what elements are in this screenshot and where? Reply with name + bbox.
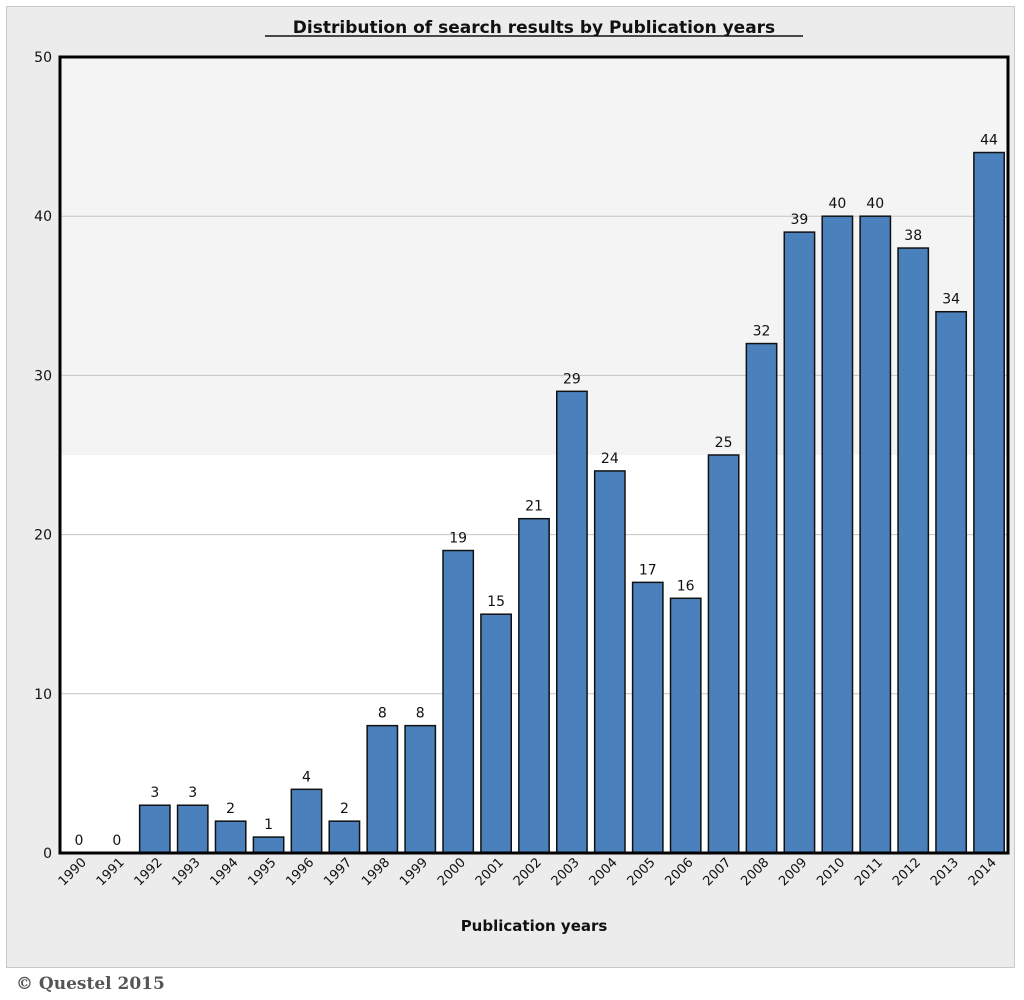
x-tick-label-2002: 2002	[511, 855, 545, 889]
bar-1995	[252, 836, 285, 854]
plot-border	[58, 55, 1010, 855]
bar-1996	[290, 788, 323, 854]
data-label-2008: 32	[753, 324, 771, 340]
bar-1998	[366, 724, 399, 854]
x-tick-label-1991: 1991	[94, 855, 128, 889]
bar-2003	[556, 390, 588, 854]
x-tick-label-2012: 2012	[890, 855, 924, 889]
data-label-2010: 40	[828, 196, 846, 212]
x-tick-label-2007: 2007	[700, 855, 734, 889]
bar-2009	[783, 231, 816, 854]
data-label-1999: 8	[416, 706, 425, 722]
data-label-2009: 39	[791, 212, 809, 228]
data-label-2014: 44	[980, 133, 998, 149]
data-label-2001: 15	[487, 594, 505, 610]
x-tick-label-2010: 2010	[814, 855, 848, 889]
data-label-2013: 34	[942, 292, 960, 308]
bar-2005	[631, 581, 664, 854]
x-tick-label-2000: 2000	[435, 855, 469, 889]
data-label-2005: 17	[639, 562, 657, 578]
data-label-1994: 2	[226, 801, 235, 817]
bar-1997	[328, 820, 361, 854]
bar-2000	[442, 549, 475, 854]
data-label-2011: 40	[866, 196, 884, 212]
x-tick-label-2014: 2014	[966, 855, 1000, 889]
x-tick-label-1990: 1990	[56, 855, 90, 889]
data-label-1998: 8	[378, 706, 387, 722]
x-tick-label-2008: 2008	[738, 855, 772, 889]
x-tick-label-2013: 2013	[928, 855, 962, 889]
data-label-1991: 0	[112, 833, 121, 849]
x-tick-label-1996: 1996	[283, 855, 317, 889]
y-tick-label: 40	[34, 209, 52, 225]
bar-1999	[404, 724, 437, 854]
data-label-1993: 3	[188, 785, 197, 801]
x-tick-label-2004: 2004	[587, 855, 621, 889]
data-label-2004: 24	[601, 451, 619, 467]
data-label-1995: 1	[264, 817, 273, 833]
y-tick-label: 10	[34, 687, 52, 703]
x-tick-label-2009: 2009	[776, 855, 810, 889]
x-tick-label-2001: 2001	[473, 855, 507, 889]
data-label-2000: 19	[449, 531, 467, 547]
y-tick-label: 50	[34, 50, 52, 66]
x-tick-label-2011: 2011	[852, 855, 886, 889]
data-label-1997: 2	[340, 801, 349, 817]
bar-2006	[669, 597, 702, 854]
bar-2011	[859, 215, 892, 854]
bar-2001	[480, 613, 512, 854]
x-tick-label-2003: 2003	[549, 855, 583, 889]
x-axis-title: Publication years	[461, 917, 608, 935]
copyright-notice: © Questel 2015	[16, 974, 165, 994]
data-label-1990: 0	[74, 833, 83, 849]
data-label-1996: 4	[302, 769, 311, 785]
bar-2010	[821, 215, 854, 854]
bar-2007	[707, 454, 740, 854]
x-tick-label-2006: 2006	[663, 855, 697, 889]
bar-2012	[897, 247, 930, 854]
y-tick-label: 20	[34, 528, 52, 544]
data-label-2002: 21	[525, 499, 543, 515]
data-label-2012: 38	[904, 228, 922, 244]
x-tick-label-1993: 1993	[170, 855, 204, 889]
bar-2004	[593, 470, 626, 854]
bar-1992	[138, 804, 171, 854]
x-tick-label-1999: 1999	[397, 855, 431, 889]
x-tick-label-1998: 1998	[359, 855, 393, 889]
bar-1994	[214, 820, 247, 854]
y-tick-label: 30	[34, 368, 52, 384]
bar-1993	[176, 804, 209, 854]
x-tick-label-1994: 1994	[207, 855, 241, 889]
bar-2013	[935, 310, 968, 854]
data-label-2007: 25	[715, 435, 733, 451]
y-tick-label: 0	[43, 846, 52, 862]
bar-2014	[973, 151, 1005, 854]
data-label-1992: 3	[150, 785, 159, 801]
bar-2008	[745, 342, 778, 854]
chart-title: Distribution of search results by Public…	[293, 18, 775, 38]
data-label-2006: 16	[677, 578, 695, 594]
x-tick-label-2005: 2005	[625, 855, 659, 889]
x-tick-label-1995: 1995	[245, 855, 279, 889]
x-tick-label-1992: 1992	[132, 855, 166, 889]
bar-2002	[518, 517, 550, 854]
x-tick-label-1997: 1997	[321, 855, 355, 889]
data-label-2003: 29	[563, 371, 581, 387]
